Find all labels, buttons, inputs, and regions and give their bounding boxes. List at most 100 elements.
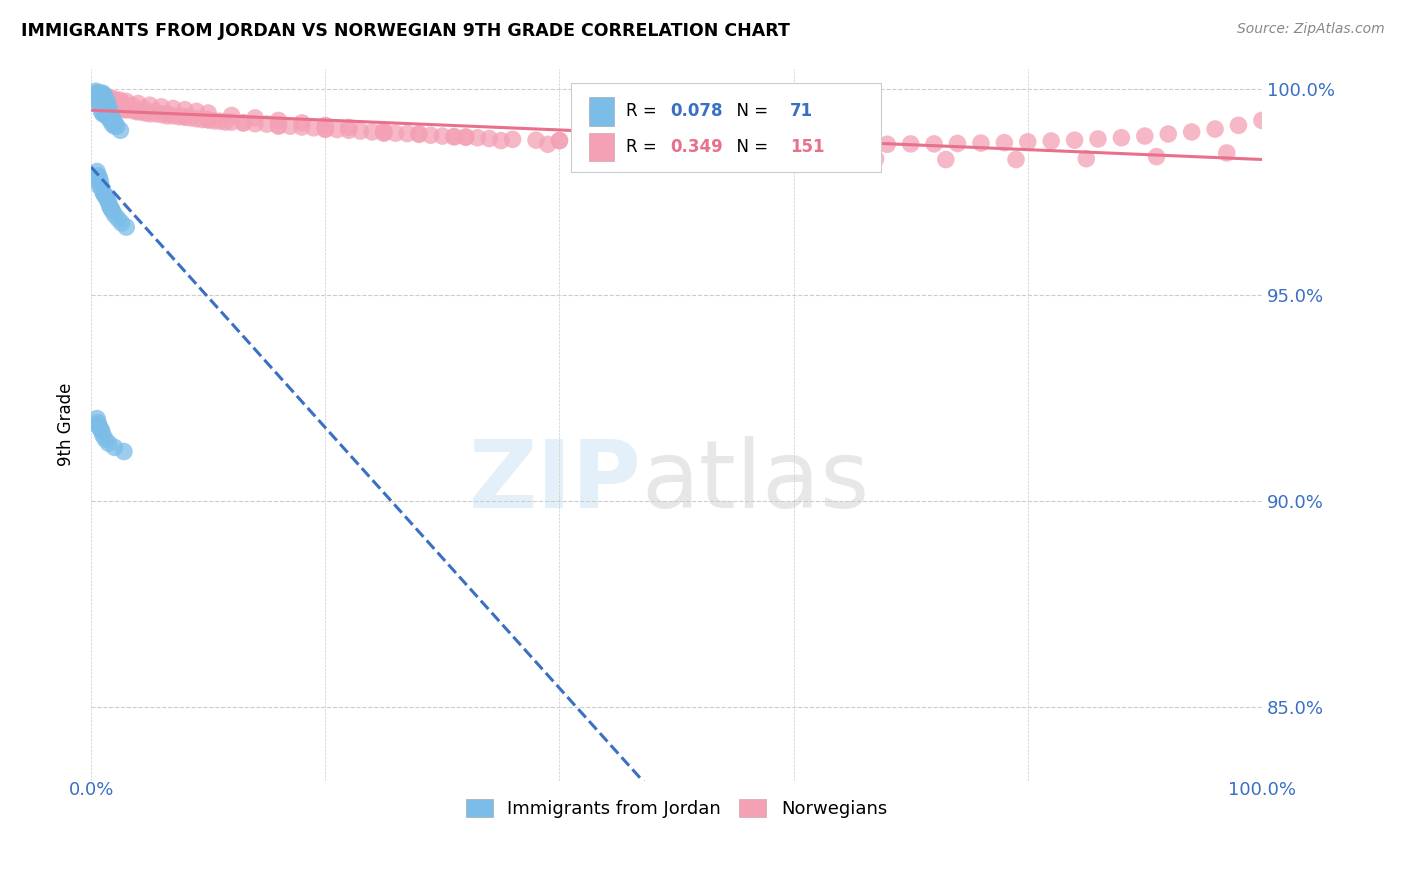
Point	[89, 90, 111, 104]
Text: R =: R =	[626, 103, 662, 120]
Point	[572, 135, 595, 149]
Point	[643, 136, 665, 150]
Point	[122, 103, 145, 118]
Point	[537, 137, 560, 152]
Point	[96, 98, 118, 112]
Point	[373, 126, 395, 140]
Text: 0.078: 0.078	[671, 103, 723, 120]
Point	[970, 136, 993, 150]
Point	[115, 103, 138, 117]
Point	[93, 187, 115, 202]
Point	[278, 119, 301, 133]
Point	[583, 140, 606, 154]
Point	[98, 96, 121, 111]
Point	[173, 110, 195, 124]
Point	[150, 100, 173, 114]
Point	[167, 110, 190, 124]
Point	[86, 417, 108, 432]
Point	[747, 149, 769, 163]
Point	[93, 92, 115, 106]
Point	[97, 436, 120, 450]
Point	[232, 116, 254, 130]
Point	[595, 135, 617, 149]
Point	[91, 87, 114, 101]
Point	[101, 96, 124, 111]
Text: 151: 151	[790, 138, 824, 156]
Point	[1133, 129, 1156, 144]
Point	[1111, 130, 1133, 145]
Point	[87, 88, 110, 103]
Point	[112, 103, 135, 117]
Point	[665, 136, 688, 150]
Point	[86, 87, 108, 101]
Text: 0.0%: 0.0%	[69, 781, 114, 799]
Point	[101, 111, 124, 125]
Point	[103, 119, 125, 133]
Point	[876, 137, 898, 152]
Point	[1040, 134, 1063, 148]
Text: 100.0%: 100.0%	[1227, 781, 1296, 799]
Text: IMMIGRANTS FROM JORDAN VS NORWEGIAN 9TH GRADE CORRELATION CHART: IMMIGRANTS FROM JORDAN VS NORWEGIAN 9TH …	[21, 22, 790, 40]
Point	[96, 104, 118, 119]
Point	[89, 88, 111, 103]
Point	[89, 178, 111, 193]
Point	[96, 194, 118, 208]
Legend: Immigrants from Jordan, Norwegians: Immigrants from Jordan, Norwegians	[458, 791, 894, 825]
Point	[806, 137, 828, 152]
Point	[548, 134, 571, 148]
Point	[125, 104, 148, 119]
Point	[112, 444, 135, 458]
Point	[145, 104, 167, 119]
Point	[1087, 132, 1109, 146]
Point	[173, 103, 195, 117]
FancyBboxPatch shape	[589, 97, 614, 126]
Point	[103, 115, 125, 129]
Text: atlas: atlas	[641, 436, 870, 528]
Point	[314, 122, 336, 136]
Point	[115, 95, 138, 109]
Point	[689, 146, 711, 161]
Point	[103, 208, 125, 222]
Point	[1216, 145, 1239, 160]
Point	[101, 117, 124, 131]
Point	[384, 126, 406, 140]
Point	[87, 92, 110, 106]
Point	[619, 135, 641, 149]
Point	[186, 112, 208, 126]
Point	[432, 129, 454, 144]
Point	[129, 104, 152, 119]
Point	[94, 189, 117, 203]
Point	[86, 90, 108, 104]
Point	[935, 153, 957, 167]
Point	[127, 96, 149, 111]
Point	[93, 88, 115, 103]
Point	[202, 113, 225, 128]
Point	[86, 164, 108, 178]
Point	[186, 104, 208, 119]
Point	[454, 130, 477, 145]
Point	[132, 102, 155, 116]
Point	[291, 116, 314, 130]
Point	[1157, 127, 1180, 141]
Point	[1181, 125, 1204, 139]
Point	[89, 87, 111, 101]
FancyBboxPatch shape	[571, 83, 882, 172]
Point	[110, 101, 132, 115]
Point	[408, 127, 430, 141]
Point	[110, 93, 132, 107]
Point	[865, 152, 887, 166]
Point	[291, 120, 314, 134]
Point	[156, 107, 179, 121]
Point	[314, 119, 336, 133]
Point	[630, 144, 652, 158]
Point	[100, 202, 122, 216]
Point	[89, 419, 111, 434]
Point	[96, 95, 118, 109]
Point	[84, 88, 107, 103]
Point	[97, 101, 120, 115]
Point	[90, 181, 112, 195]
Text: Source: ZipAtlas.com: Source: ZipAtlas.com	[1237, 22, 1385, 37]
Point	[91, 185, 114, 199]
Point	[993, 136, 1015, 150]
Point	[191, 112, 214, 127]
